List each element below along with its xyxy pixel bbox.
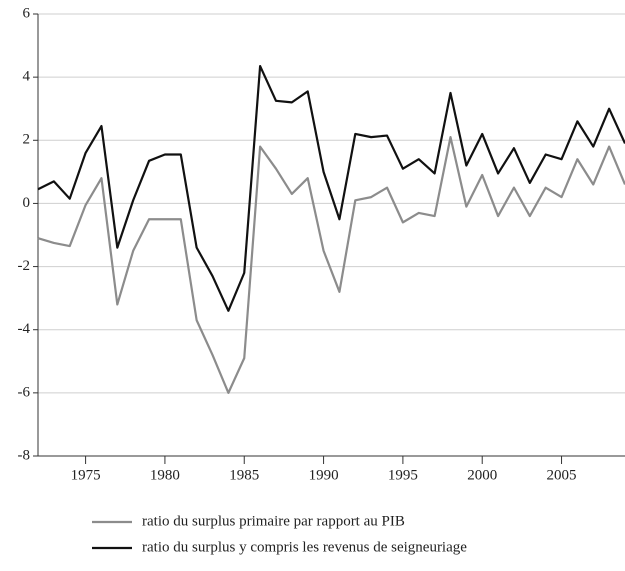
x-tick-label: 2000	[467, 467, 497, 483]
y-tick-label: 4	[23, 69, 31, 85]
x-tick-label: 1980	[150, 467, 180, 483]
y-tick-label: 6	[23, 5, 31, 21]
x-tick-label: 2005	[547, 467, 577, 483]
line-series	[37, 64, 625, 312]
x-tick-label: 1975	[71, 467, 101, 483]
x-tick-label: 1990	[309, 467, 339, 483]
y-tick-label: -2	[18, 258, 31, 274]
y-tick-label: 2	[23, 132, 31, 148]
y-tick-label: -6	[18, 384, 31, 400]
legend-label: ratio du surplus y compris les revenus d…	[142, 539, 467, 555]
x-tick-label: 1995	[388, 467, 418, 483]
x-tick-label: 1985	[229, 467, 259, 483]
y-tick-label: -8	[18, 447, 31, 463]
legend-label: ratio du surplus primaire par rapport au…	[142, 513, 405, 529]
y-tick-label: -4	[18, 321, 31, 337]
y-tick-label: 0	[23, 195, 31, 211]
line-series	[37, 136, 625, 394]
